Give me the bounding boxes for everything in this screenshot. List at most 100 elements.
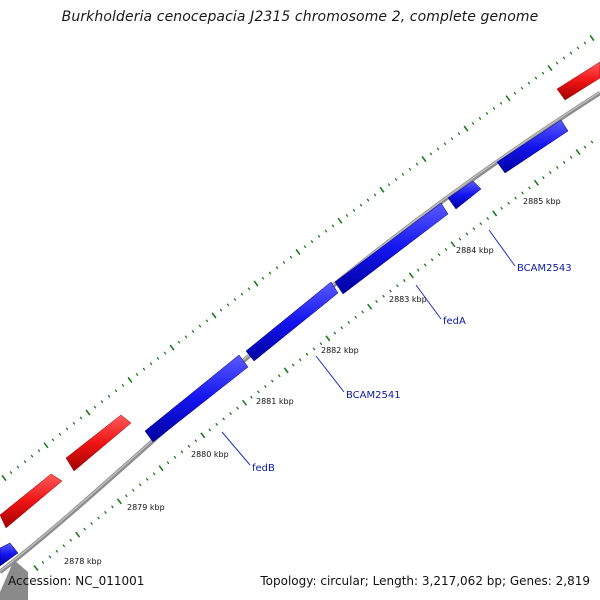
minor-tick — [263, 385, 267, 388]
minor-tick — [472, 227, 476, 231]
minor-tick — [479, 222, 483, 226]
minor-tick — [124, 494, 128, 498]
minor-tick — [114, 389, 118, 393]
minor-tick — [499, 101, 503, 105]
minor-tick — [156, 356, 160, 360]
kbp-label: 2883 kbp — [389, 295, 427, 304]
genome-backbone — [0, 91, 600, 574]
minor-tick — [534, 76, 538, 80]
major-tick — [533, 179, 539, 186]
minor-tick — [395, 284, 399, 288]
major-tick — [241, 399, 248, 406]
minor-tick — [437, 253, 441, 257]
minor-tick — [359, 203, 363, 207]
minor-tick — [375, 299, 378, 303]
major-tick — [379, 186, 385, 193]
minor-tick — [513, 91, 517, 95]
minor-tick — [373, 193, 377, 197]
major-tick — [575, 149, 581, 156]
minor-tick — [394, 177, 398, 181]
reverse-gene[interactable] — [447, 180, 482, 210]
minor-tick — [500, 206, 504, 210]
accession-text: Accession: NC_011001 — [8, 574, 145, 588]
reverse-gene[interactable] — [334, 202, 449, 295]
minor-tick — [317, 234, 321, 238]
minor-tick — [135, 373, 139, 377]
reverse-gene[interactable] — [0, 542, 19, 567]
minor-tick — [30, 454, 34, 458]
minor-tick — [184, 335, 188, 339]
minor-tick — [408, 167, 412, 171]
minor-tick — [514, 196, 517, 200]
leader-line-fedB — [221, 431, 251, 466]
kbp-label: 2882 kbp — [321, 346, 359, 355]
minor-tick — [83, 527, 87, 531]
minor-tick — [152, 472, 156, 476]
major-tick — [283, 367, 289, 374]
minor-tick — [41, 560, 45, 564]
minor-tick — [205, 319, 209, 323]
major-tick — [75, 531, 81, 538]
major-tick — [337, 217, 343, 224]
minor-tick — [236, 406, 239, 410]
minor-tick — [62, 544, 66, 548]
minor-tick — [443, 142, 447, 146]
minor-tick — [562, 56, 566, 60]
minor-tick — [569, 155, 573, 159]
minor-tick — [107, 394, 111, 398]
minor-tick — [180, 450, 184, 454]
gene-label-fedA[interactable]: fedA — [443, 316, 466, 327]
minor-tick — [111, 505, 114, 509]
minor-tick — [163, 351, 167, 355]
minor-tick — [382, 294, 385, 298]
major-tick — [253, 280, 259, 287]
minor-tick — [9, 471, 13, 475]
minor-tick — [16, 465, 20, 469]
kbp-label: 2880 kbp — [191, 450, 229, 459]
minor-tick — [93, 405, 97, 409]
minor-tick — [528, 186, 531, 190]
minor-tick — [430, 258, 434, 262]
forward-gene[interactable] — [65, 414, 132, 472]
minor-tick — [507, 201, 511, 205]
minor-tick — [319, 342, 323, 346]
major-tick — [116, 498, 122, 505]
minor-tick — [229, 411, 233, 416]
minor-tick — [291, 363, 295, 367]
minor-tick — [366, 198, 370, 202]
outer-tick-track — [1, 34, 595, 482]
minor-tick — [562, 160, 566, 164]
minor-tick — [198, 324, 202, 328]
minor-tick — [240, 292, 244, 296]
reverse-strand-genes — [0, 119, 569, 567]
minor-tick — [478, 116, 482, 120]
map-title: Burkholderia cenocepacia J2315 chromosom… — [61, 9, 539, 25]
minor-tick — [131, 488, 135, 492]
minor-tick — [354, 315, 358, 319]
forward-gene[interactable] — [556, 61, 600, 101]
minor-tick — [312, 347, 316, 351]
minor-tick — [527, 81, 531, 85]
major-tick — [1, 474, 7, 482]
reverse-gene[interactable] — [245, 281, 339, 362]
major-tick — [85, 409, 91, 416]
forward-gene[interactable] — [0, 473, 63, 529]
minor-tick — [219, 308, 223, 312]
minor-tick — [520, 86, 524, 90]
major-tick — [450, 241, 456, 248]
leader-line-BCAM2541 — [315, 355, 345, 393]
gene-label-BCAM2543[interactable]: BCAM2543 — [517, 263, 572, 274]
minor-tick — [471, 122, 475, 125]
minor-tick — [458, 237, 462, 241]
minor-tick — [548, 170, 552, 175]
kbp-label: 2878 kbp — [64, 557, 102, 566]
minor-tick — [289, 255, 293, 259]
gene-label-BCAM2541[interactable]: BCAM2541 — [346, 390, 401, 401]
reverse-gene[interactable] — [496, 119, 569, 174]
reverse-gene[interactable] — [144, 354, 249, 443]
gene-label-fedB[interactable]: fedB — [252, 463, 275, 474]
minor-tick — [303, 245, 307, 249]
major-tick — [325, 335, 331, 342]
minor-tick — [226, 303, 230, 307]
